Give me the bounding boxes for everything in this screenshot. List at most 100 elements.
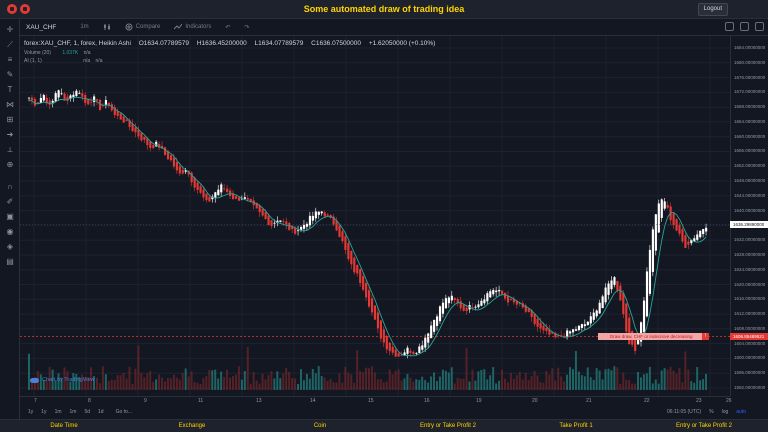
candle-body: [545, 328, 548, 332]
footer-tp1: Take Profit 1: [559, 423, 593, 429]
candle-body: [601, 296, 604, 309]
price-tick-label: 1644.00000000: [734, 192, 766, 198]
legend-change: +1.62050000 (+0.10%): [368, 40, 436, 47]
eye-icon[interactable]: ◉: [6, 227, 14, 236]
chart-style-button[interactable]: [103, 23, 111, 31]
candle-body: [441, 302, 445, 314]
range-2[interactable]: 1y: [41, 409, 47, 415]
trash-icon[interactable]: ▤: [6, 257, 14, 266]
log-toggle[interactable]: log: [721, 409, 729, 415]
annotation-label[interactable]: Draw draw, CHF or indecisive decreasing: [598, 333, 702, 340]
volume-bar: [199, 383, 202, 390]
candle-body: [489, 291, 492, 298]
text-icon[interactable]: T: [7, 85, 13, 94]
candle-body: [391, 346, 394, 353]
arrow-icon[interactable]: ➜: [6, 130, 14, 139]
volume-bar: [403, 378, 406, 390]
candle-body: [69, 95, 72, 99]
candle-body: [48, 100, 51, 105]
candle-body: [634, 337, 637, 351]
range-3[interactable]: 1m: [54, 409, 62, 415]
time-axis[interactable]: 7 8 9 11 13 14 15 16 19 20 21 22 23 26: [20, 396, 732, 405]
volume-bar: [669, 366, 672, 390]
zoom-icon[interactable]: ⊕: [6, 160, 14, 169]
auto-toggle[interactable]: auto: [736, 409, 746, 415]
fib-icon[interactable]: ≡: [7, 55, 13, 64]
volume-bar: [527, 380, 530, 390]
candle-body: [335, 220, 338, 231]
candle-body: [294, 227, 297, 234]
time-tick-label: 26: [726, 398, 732, 404]
candle-body: [589, 316, 592, 324]
lock-icon[interactable]: ▣: [6, 212, 14, 221]
ruler-icon[interactable]: ⟂: [7, 145, 13, 154]
candle-body: [169, 155, 173, 161]
redo-button[interactable]: ↷: [244, 24, 250, 31]
candle-body: [320, 211, 323, 214]
candle-body: [637, 338, 640, 345]
fullscreen-icon[interactable]: [740, 22, 749, 31]
compare-button[interactable]: Compare: [125, 23, 160, 31]
range-6[interactable]: 1d: [98, 409, 104, 415]
volume-bar: [521, 379, 524, 390]
logout-button[interactable]: Logout: [697, 3, 728, 16]
candle-body: [311, 215, 314, 221]
candle-body: [486, 293, 489, 302]
pencil-lock-icon[interactable]: ✐: [6, 197, 14, 206]
volume-bar: [246, 346, 249, 390]
symbol-search[interactable]: XAU_CHF: [26, 23, 57, 31]
prediction-icon[interactable]: ⊞: [6, 115, 14, 124]
annotation-marker[interactable]: !: [702, 333, 709, 340]
footer-date-time: Date Time: [50, 423, 78, 429]
volume-label[interactable]: Volume (20): [24, 50, 51, 56]
trendline-icon[interactable]: ⟋: [7, 40, 13, 49]
volume-bar: [172, 374, 175, 390]
range-1[interactable]: 1y: [28, 409, 34, 415]
footer-entry-tp2: Entry or Take Profit 2: [420, 423, 476, 429]
footer-coin: Coin: [313, 423, 327, 429]
settings-icon[interactable]: [725, 22, 734, 31]
volume-bar: [424, 380, 427, 390]
price-axis[interactable]: 1684.00000000 1680.00000000 1676.00000000 1…: [730, 36, 768, 396]
volume-bar: [450, 367, 453, 390]
tradingview-watermark[interactable]: Chart by TradingView: [30, 377, 94, 383]
volume-bar: [705, 373, 707, 390]
indicators-button[interactable]: Indicators: [174, 23, 211, 31]
volume-bar: [619, 383, 622, 390]
volume-bar: [161, 377, 163, 390]
crosshair-icon[interactable]: ✛: [6, 25, 14, 34]
volume-bar: [406, 374, 409, 390]
camera-icon[interactable]: [755, 22, 764, 31]
volume-bar: [634, 383, 637, 390]
clock-time[interactable]: 06:11:05 (UTC): [667, 409, 702, 415]
interval-selector[interactable]: 1m: [80, 24, 89, 30]
volume-bar: [477, 371, 480, 390]
magnet-icon[interactable]: ∩: [7, 182, 13, 191]
volume-bar: [660, 370, 663, 390]
volume-bar: [557, 367, 560, 390]
brush-icon[interactable]: ✎: [6, 70, 14, 79]
range-4[interactable]: 1m: [69, 409, 77, 415]
price-chart[interactable]: [20, 36, 730, 396]
layers-icon[interactable]: ◈: [6, 242, 14, 251]
volume-bar: [563, 381, 566, 390]
volume-bar: [684, 351, 687, 390]
cloud-icon: [30, 377, 39, 383]
candle-body: [421, 345, 424, 350]
candle-body: [678, 224, 681, 234]
pattern-icon[interactable]: ⋈: [6, 100, 14, 109]
candle-body: [190, 172, 193, 183]
undo-button[interactable]: ↶: [225, 24, 231, 31]
ai-label[interactable]: AI (1, 1): [24, 58, 42, 64]
volume-bar: [48, 366, 51, 390]
price-tick-label: 1664.00000000: [734, 118, 766, 124]
candle-body: [232, 193, 235, 200]
volume-bar: [226, 369, 229, 390]
candle-body: [39, 97, 42, 103]
percent-toggle[interactable]: %: [709, 409, 714, 415]
goto-button[interactable]: Go to...: [115, 409, 132, 415]
legend-title[interactable]: forex:XAU_CHF, 1, forex, Heikin Ashi: [24, 40, 131, 47]
range-5[interactable]: 5d: [84, 409, 91, 415]
volume-bar: [613, 366, 616, 390]
volume-bar: [75, 373, 78, 390]
